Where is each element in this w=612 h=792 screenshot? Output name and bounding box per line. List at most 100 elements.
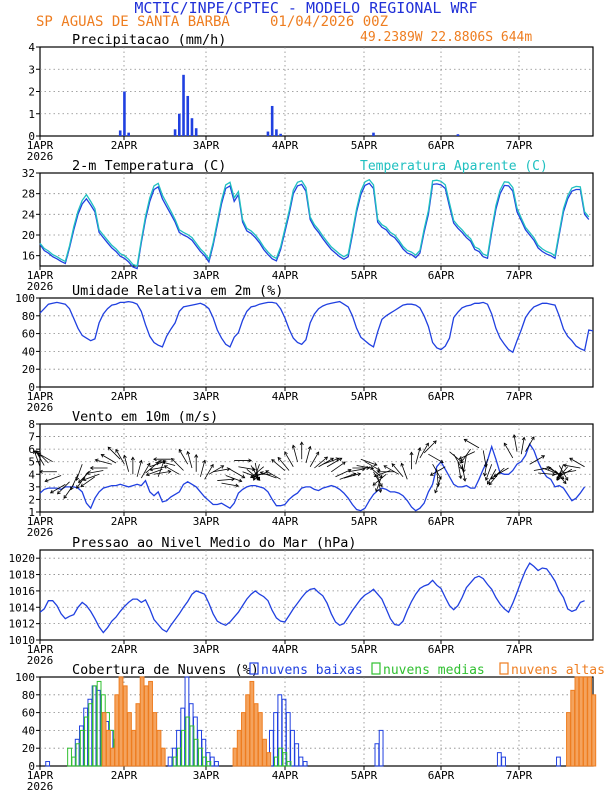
wind-arrow-head	[461, 469, 466, 473]
wind-arrow-head	[251, 474, 256, 479]
wind-arrow	[76, 464, 83, 481]
wind-arrow	[213, 468, 230, 473]
y-tick-label: 5	[28, 456, 35, 469]
cloud-bar-2	[262, 738, 267, 767]
legend-label: nuvens medias	[383, 663, 485, 678]
wind-arrow-head	[107, 446, 112, 451]
wind-arrow-head	[49, 489, 54, 494]
wind-arrow	[401, 463, 408, 480]
cloud-bar-0	[298, 756, 304, 767]
wind-arrow	[513, 434, 518, 452]
cloud-bar-2	[148, 680, 153, 767]
cloud-bar-2	[266, 752, 272, 767]
precip-bar	[275, 129, 278, 136]
wind-arrow-head	[265, 470, 270, 474]
wind-arrow-head	[145, 472, 150, 477]
wind-arrow-head	[438, 475, 442, 480]
x-tick-label: 1APR	[27, 390, 54, 403]
y-tick-label: 16	[22, 250, 35, 263]
panel-title: 2-m Temperatura (C)	[72, 158, 226, 174]
wind-arrow	[204, 464, 214, 480]
wind-arrow	[157, 460, 165, 477]
x-tick-label: 7APR	[506, 269, 533, 282]
wind-arrow	[44, 475, 62, 482]
y-tick-label: 20	[22, 742, 35, 755]
x-tick-label: 4APR	[272, 643, 299, 656]
wind-arrow-head	[458, 475, 463, 480]
wind-arrow	[95, 459, 112, 465]
wind-arrow-head	[503, 442, 508, 447]
cloud-bar-2	[241, 712, 246, 767]
legend-swatch	[249, 662, 259, 675]
wind-arrow-head	[259, 471, 264, 475]
x-tick-label: 1APR	[27, 643, 54, 656]
panel-title: Pressao ao Nivel Medio do Mar (hPa)	[72, 535, 356, 551]
wind-arrow	[260, 471, 277, 479]
wind-arrow	[171, 458, 184, 471]
cloud-bar-0	[374, 743, 380, 767]
wind-arrow	[123, 455, 130, 472]
wind-arrow-head	[80, 483, 85, 487]
wind-arrow-head	[425, 442, 429, 447]
wind-arrow-head	[436, 483, 441, 487]
cloud-bar-2	[127, 712, 132, 767]
wind-arrow-head	[373, 462, 378, 467]
legend-swatch	[371, 662, 381, 675]
x-tick-label: 7APR	[506, 139, 533, 152]
wind-arrow	[525, 436, 535, 452]
cloud-bar-0	[556, 756, 561, 767]
precip-bar	[178, 113, 181, 136]
wind-arrow-head	[370, 466, 375, 470]
wind-arrow	[107, 446, 121, 460]
wind-arrow-head	[562, 480, 567, 485]
plot-frame	[39, 46, 594, 137]
cloud-bar-0	[214, 761, 219, 767]
y-tick-label: 40	[22, 345, 35, 358]
wind-arrow	[449, 451, 463, 463]
x-tick-label: 5APR	[351, 269, 378, 282]
x-tick-label: 2APR	[111, 269, 138, 282]
wind-arrow	[423, 440, 437, 454]
wind-arrow	[457, 461, 462, 479]
wind-arrow	[217, 478, 235, 481]
y-tick-label: 2	[28, 493, 35, 506]
wind-arrow	[33, 450, 41, 467]
wind-arrow-head	[552, 472, 556, 477]
cloud-bar-1	[286, 761, 292, 767]
cloud-bar-0	[167, 756, 173, 767]
wind-arrow-head	[530, 436, 535, 441]
wind-arrow	[491, 467, 505, 480]
wind-arrow	[80, 476, 96, 487]
cloud-bar-2	[566, 712, 571, 767]
wind-arrow	[335, 469, 352, 478]
wind-arrow-head	[186, 450, 191, 455]
cloud-bar-2	[570, 689, 576, 767]
x-tick-label: 7APR	[506, 643, 533, 656]
wind-arrow-head	[463, 438, 468, 443]
wind-arrow-head	[512, 434, 517, 439]
wind-arrow	[140, 463, 151, 479]
panel-precip: 0 1 2 3 4 1APR 2APR 3APR 4APR 5APR 6APR 7APR 2026 Pre…	[27, 32, 594, 163]
wind-arrow	[463, 455, 467, 473]
wind-arrow	[487, 469, 497, 485]
wind-arrow	[146, 468, 163, 476]
y-tick-label: 3	[28, 481, 35, 494]
legend-label: nuvens baixas	[261, 663, 363, 678]
panel-rh: 0 20 40 60 80 100 1APR 2APR 3APR 4APR 5APR 6APR 7APR…	[15, 283, 594, 414]
wind-arrow-head	[417, 447, 422, 451]
panel-title: Vento em 10m (m/s)	[72, 409, 218, 425]
wind-arrow-head	[429, 472, 434, 476]
wind-arrow-head	[564, 477, 569, 481]
wind-arrow-head	[170, 457, 175, 462]
wind-arrow-head	[254, 472, 259, 477]
precip-bar	[456, 134, 460, 136]
y-tick-label: 1018	[9, 569, 36, 582]
y-tick-label: 8	[28, 418, 35, 431]
wind-arrow-head	[100, 454, 105, 458]
cloud-bar-2	[160, 747, 166, 767]
cloud-bar-0	[496, 752, 502, 767]
cloud-bar-2	[152, 712, 158, 767]
wind-arrow	[482, 450, 487, 468]
precip-bar	[173, 129, 177, 136]
